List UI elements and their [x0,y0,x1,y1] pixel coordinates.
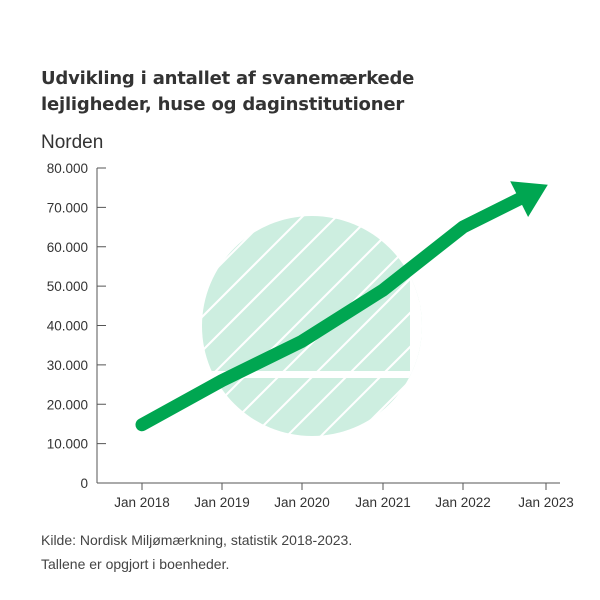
y-tick-label: 70.000 [47,200,88,215]
y-axis-ticks: 0 10.000 20.000 30.000 40.000 50.000 60.000 70.… [47,161,106,491]
y-tick-label: 50.000 [47,279,88,294]
x-tick-label: Jan 2020 [274,495,330,510]
series-arrow-head [510,181,548,217]
x-tick-label: Jan 2021 [355,495,411,510]
x-tick-label: Jan 2018 [114,495,170,510]
y-tick-label: 20.000 [47,397,88,412]
swan-logo-stripe [202,216,276,436]
y-tick-label: 10.000 [47,437,88,452]
swan-logo-stripe [202,216,242,436]
y-tick-label: 80.000 [47,161,88,176]
series-layer [135,181,548,432]
swan-logo-cut [202,371,422,378]
source-line-1: Kilde: Nordisk Miljømærkning, statistik … [41,532,353,548]
series-line [135,190,530,432]
y-tick-label: 40.000 [47,319,88,334]
x-tick-label: Jan 2022 [435,495,491,510]
chart-title: Udvikling i antallet af svanemærkede lej… [41,66,561,118]
x-tick-label: Jan 2019 [194,495,250,510]
chart-title-line-2: lejligheder, huse og daginstitutioner [41,94,405,115]
chart-subtitle: Norden [41,132,104,153]
source-note: Kilde: Nordisk Miljømærkning, statistik … [41,528,352,576]
x-tick-label: Jan 2023 [518,495,574,510]
source-line-2: Tallene er opgjort i boenheder. [41,556,230,572]
swan-logo-watermark [202,216,422,436]
swan-logo-stripe [202,216,422,436]
swan-logo-stripe [416,216,422,436]
swan-logo-stripe [314,216,422,436]
y-tick-label: 60.000 [47,240,88,255]
y-tick-label: 30.000 [47,358,88,373]
y-tick-label: 0 [80,476,88,491]
chart-title-line-1: Udvikling i antallet af svanemærkede [41,68,415,89]
x-axis-ticks: Jan 2018 Jan 2019 Jan 2020 Jan 2021 Jan 2022… [114,483,574,510]
swan-logo-stripe [202,216,378,436]
